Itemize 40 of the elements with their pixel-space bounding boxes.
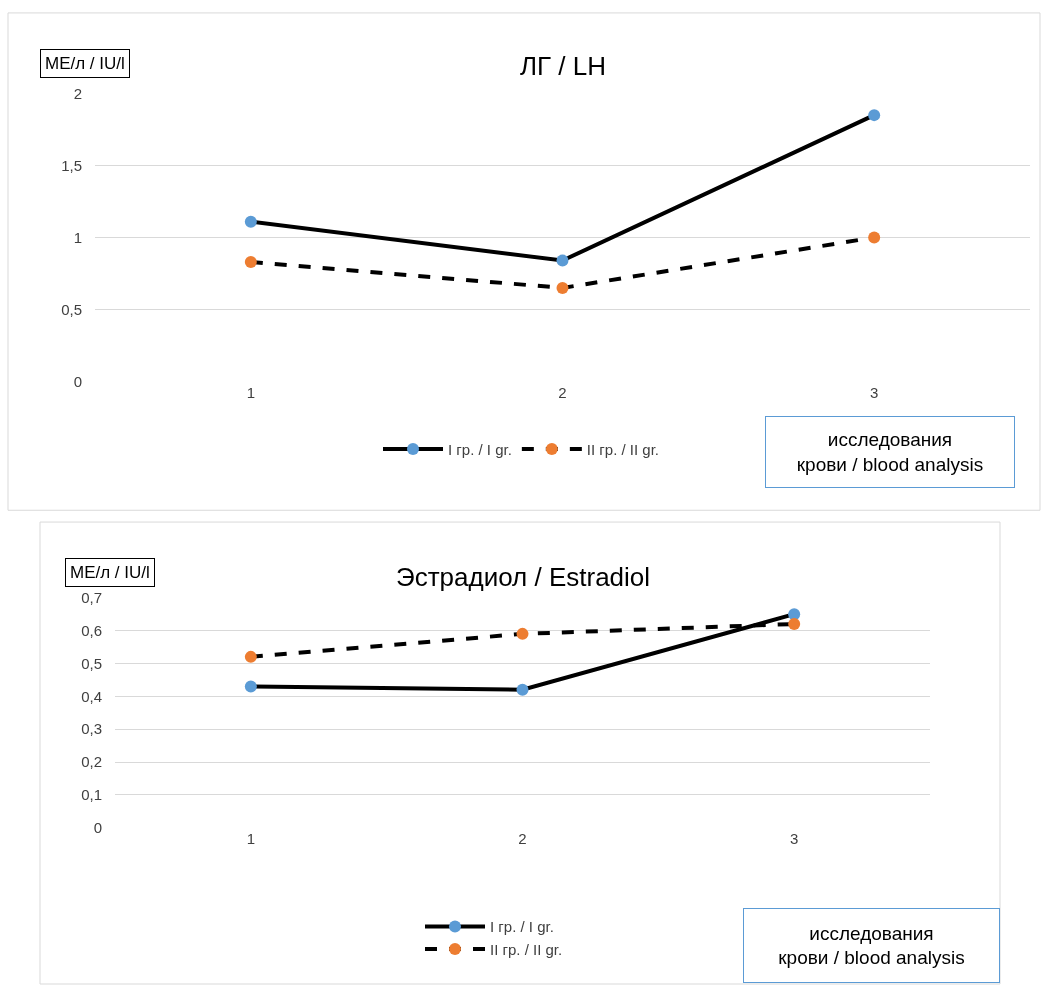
point (868, 231, 881, 244)
legend-label: I гр. / I gr. (448, 440, 512, 458)
y-tick-label: 2 (73, 84, 82, 102)
y-tick-label: 0,7 (81, 588, 102, 606)
x-tick-label: 3 (870, 383, 879, 401)
y-tick-label: 1,5 (61, 156, 82, 174)
point (244, 650, 257, 663)
point (556, 281, 569, 294)
point (244, 256, 257, 268)
y-tick-label: 1 (73, 228, 82, 246)
legend-label: I гр. / I gr. (490, 918, 554, 936)
y-axis-title: МЕ/л / IU/l (70, 563, 150, 582)
x-axis-title: исследования крови / blood analysis (796, 429, 984, 475)
y-tick-label: 0,3 (81, 720, 102, 738)
x-tick-label: 3 (790, 829, 799, 847)
y-tick-label: 0 (73, 372, 82, 390)
x-tick-label: 2 (558, 383, 567, 401)
x-axis-title: исследования крови / blood analysis (778, 922, 965, 969)
y-tick-label: 0,5 (81, 654, 102, 672)
x-tick-label: 1 (246, 829, 255, 847)
chart-title: Эстрадиол / Estradiol (396, 562, 651, 592)
y-tick-label: 0,1 (81, 786, 102, 804)
legend-label: II гр. / II gr. (586, 440, 660, 458)
point (868, 109, 881, 122)
y-tick-label: 0,2 (81, 753, 102, 771)
y-axis-title: МЕ/л / IU/l (45, 54, 125, 73)
y-tick-label: 0 (93, 818, 102, 836)
point (516, 683, 529, 696)
point (244, 680, 257, 693)
point (788, 618, 801, 631)
y-tick-label: 0,5 (61, 300, 82, 318)
point (516, 627, 529, 640)
point (244, 215, 257, 228)
legend-label: II гр. / II gr. (490, 940, 563, 958)
chart-title: ЛГ / LH (520, 51, 607, 81)
x-tick-label: 2 (518, 829, 527, 847)
point (556, 254, 569, 267)
y-tick-label: 0,6 (81, 621, 102, 639)
y-tick-label: 0,4 (81, 687, 102, 705)
x-tick-label: 1 (246, 383, 255, 401)
